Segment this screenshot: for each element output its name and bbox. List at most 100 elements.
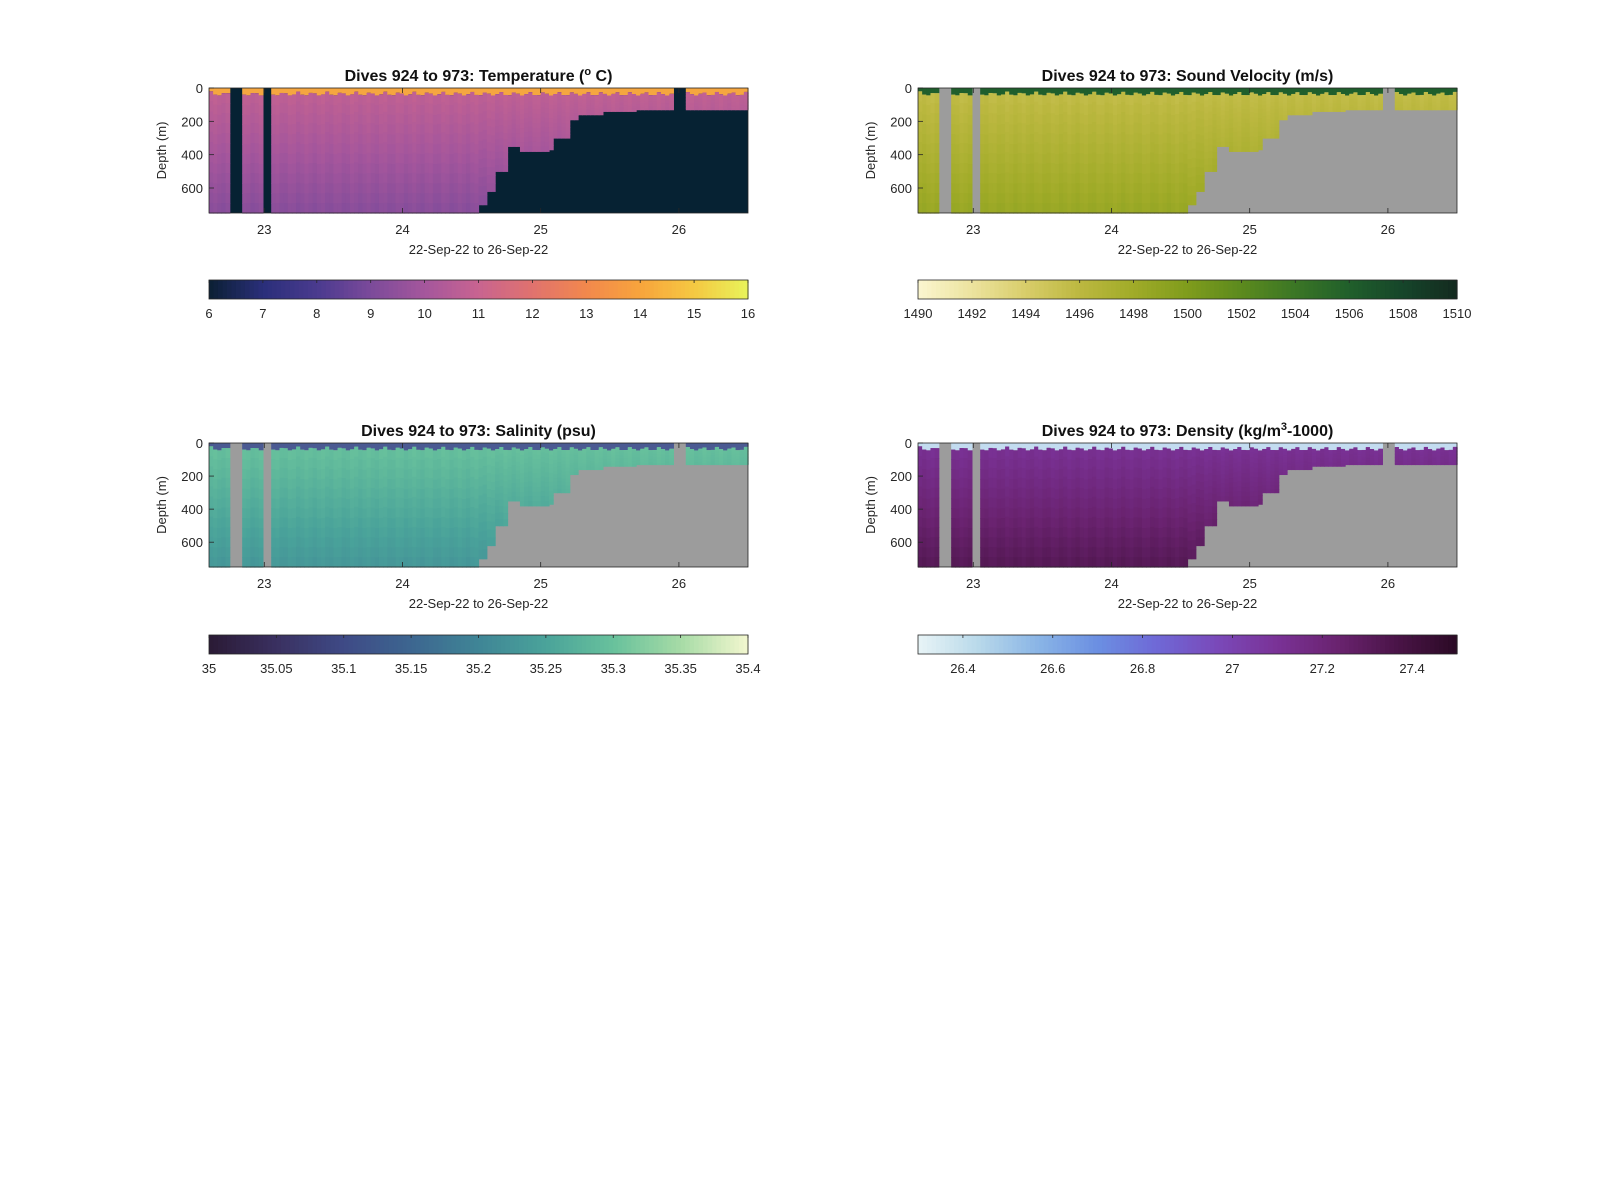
heatmap-cell xyxy=(408,104,413,114)
colorbar-segment xyxy=(227,280,232,299)
heatmap-cell xyxy=(1258,132,1263,137)
heatmap-cell xyxy=(1113,135,1118,145)
heatmap-cell xyxy=(433,528,438,538)
colorbar-segment xyxy=(1246,280,1251,299)
heatmap-cell xyxy=(213,104,218,114)
heatmap-cell xyxy=(462,518,467,528)
heatmap-cell xyxy=(1092,203,1097,214)
heatmap-cell xyxy=(454,113,459,124)
heatmap-cell xyxy=(1138,203,1143,214)
heatmap-cell xyxy=(379,124,384,134)
y-axis-label: Depth (m) xyxy=(154,122,169,180)
heatmap-cell xyxy=(1225,94,1230,99)
heatmap-cell xyxy=(288,470,293,480)
heatmap-cell xyxy=(487,175,492,184)
heatmap-cell xyxy=(429,547,434,557)
heatmap-cell xyxy=(1084,125,1089,135)
heatmap-cell xyxy=(1407,88,1412,94)
colorbar-segment xyxy=(263,280,268,299)
heatmap-cell xyxy=(1134,88,1139,93)
heatmap-cell xyxy=(1055,154,1060,164)
heatmap-cell xyxy=(209,132,214,143)
heatmap-cell xyxy=(1038,105,1043,115)
heatmap-cell xyxy=(524,99,529,104)
heatmap-cell xyxy=(362,557,367,567)
heatmap-cell xyxy=(1009,114,1014,124)
heatmap-cell xyxy=(615,443,620,447)
heatmap-cell xyxy=(1163,173,1168,184)
heatmap-cell xyxy=(503,469,508,476)
colorbar-segment xyxy=(1304,280,1309,299)
colorbar-segment xyxy=(1421,280,1426,299)
heatmap-cell xyxy=(491,506,496,515)
heatmap-cell xyxy=(259,480,264,490)
heatmap-cell xyxy=(935,183,940,194)
heatmap-cell xyxy=(520,133,525,138)
heatmap-cell xyxy=(549,114,554,119)
heatmap-cell xyxy=(367,153,372,164)
heatmap-cell xyxy=(1038,154,1043,164)
heatmap-cell xyxy=(1287,88,1292,95)
heatmap-cell xyxy=(1233,142,1238,147)
heatmap-cell xyxy=(479,523,484,533)
heatmap-cell xyxy=(1013,95,1018,105)
heatmap-cell xyxy=(362,460,367,470)
heatmap-cell xyxy=(391,144,396,154)
heatmap-cell xyxy=(1266,96,1271,100)
colorbar-segment xyxy=(514,280,519,299)
heatmap-cell xyxy=(329,479,334,489)
heatmap-cell xyxy=(537,478,542,483)
heatmap-cell xyxy=(462,528,467,538)
heatmap-cell xyxy=(1088,164,1093,174)
heatmap-cell xyxy=(213,538,218,548)
heatmap-cell xyxy=(1076,93,1081,104)
heatmap-cell xyxy=(474,193,479,203)
heatmap-cell xyxy=(955,115,960,125)
heatmap-cell xyxy=(292,173,297,183)
heatmap-cell xyxy=(1204,94,1209,101)
heatmap-cell xyxy=(1038,134,1043,144)
heatmap-cell xyxy=(1088,88,1093,94)
heatmap-cell xyxy=(1225,116,1230,121)
heatmap-cell xyxy=(1018,183,1023,194)
heatmap-cell xyxy=(433,460,438,470)
heatmap-cell xyxy=(425,448,430,459)
heatmap-cell xyxy=(387,469,392,479)
heatmap-cell xyxy=(466,488,471,498)
heatmap-cell xyxy=(242,479,247,489)
heatmap-cell xyxy=(416,528,421,538)
heatmap-cell xyxy=(458,123,463,134)
heatmap-cell xyxy=(313,93,318,104)
heatmap-cell xyxy=(520,497,525,502)
heatmap-cell xyxy=(561,454,566,458)
colorbar-segment xyxy=(1152,280,1157,299)
heatmap-cell xyxy=(387,105,392,115)
heatmap-cell xyxy=(1237,132,1242,138)
heatmap-cell xyxy=(1105,133,1110,144)
colorbar-segment xyxy=(236,280,241,299)
heatmap-cell xyxy=(346,557,351,567)
heatmap-cell xyxy=(437,459,442,469)
heatmap-cell xyxy=(362,443,367,450)
heatmap-cell xyxy=(470,163,475,174)
colorbar-segment xyxy=(1125,280,1130,299)
heatmap-cell xyxy=(532,142,537,147)
heatmap-cell xyxy=(441,152,446,163)
heatmap-cell xyxy=(557,96,562,100)
heatmap-cell xyxy=(1129,88,1134,95)
heatmap-cell xyxy=(1167,183,1172,194)
heatmap-cell xyxy=(553,123,558,127)
heatmap-cell xyxy=(491,474,496,483)
heatmap-cell xyxy=(1208,99,1213,106)
heatmap-cell xyxy=(396,458,401,469)
heatmap-cell xyxy=(1295,113,1300,115)
heatmap-cell xyxy=(1084,203,1089,213)
heatmap-cell xyxy=(333,115,338,125)
heatmap-cell xyxy=(1183,193,1188,203)
heatmap-cell xyxy=(1047,153,1052,164)
heatmap-cell xyxy=(1092,132,1097,143)
heatmap-cell xyxy=(1188,104,1193,114)
heatmap-cell xyxy=(959,203,964,214)
heatmap-cell xyxy=(1250,92,1255,98)
heatmap-cell xyxy=(329,134,334,144)
